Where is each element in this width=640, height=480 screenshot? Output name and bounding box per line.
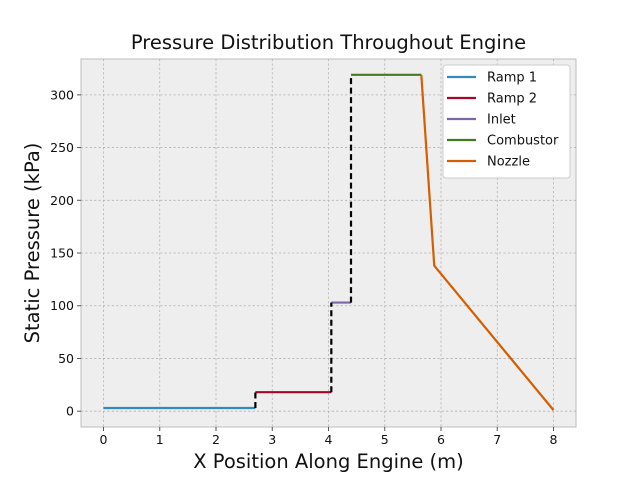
y-tick-label: 150 xyxy=(50,246,74,261)
legend-label: Combustor xyxy=(487,134,559,149)
y-tick-label: 100 xyxy=(50,298,74,313)
legend-label: Ramp 1 xyxy=(487,71,537,86)
y-tick-label: 300 xyxy=(50,87,74,102)
x-tick-label: 3 xyxy=(268,432,276,447)
legend-label: Nozzle xyxy=(487,155,530,170)
x-tick-label: 1 xyxy=(156,432,164,447)
legend-label: Ramp 2 xyxy=(487,92,537,107)
series-lines xyxy=(103,73,555,411)
x-axis-ticks: 0 1 2 3 4 5 6 7 8 xyxy=(100,427,558,447)
y-axis-label: Static Pressure (kPa) xyxy=(21,143,44,344)
chart-title: Pressure Distribution Throughout Engine xyxy=(131,31,526,54)
y-tick-label: 200 xyxy=(50,193,74,208)
y-axis-ticks: 0 50 100 150 200 250 300 xyxy=(50,87,81,419)
x-tick-label: 0 xyxy=(100,432,108,447)
legend: Ramp 1 Ramp 2 Inlet Combustor Nozzle xyxy=(442,64,571,179)
x-tick-label: 5 xyxy=(381,432,389,447)
x-tick-label: 8 xyxy=(550,432,558,447)
legend-frame xyxy=(442,64,571,179)
y-tick-label: 50 xyxy=(58,351,74,366)
legend-label: Inlet xyxy=(487,113,516,128)
x-tick-label: 7 xyxy=(493,432,501,447)
x-tick-label: 6 xyxy=(437,432,445,447)
x-axis-label: X Position Along Engine (m) xyxy=(193,450,464,473)
x-tick-label: 4 xyxy=(325,432,333,447)
y-tick-label: 250 xyxy=(50,140,74,155)
grid-lines xyxy=(81,59,576,427)
series-line-4 xyxy=(420,74,555,411)
x-tick-label: 2 xyxy=(212,432,220,447)
y-tick-label: 0 xyxy=(66,404,74,419)
